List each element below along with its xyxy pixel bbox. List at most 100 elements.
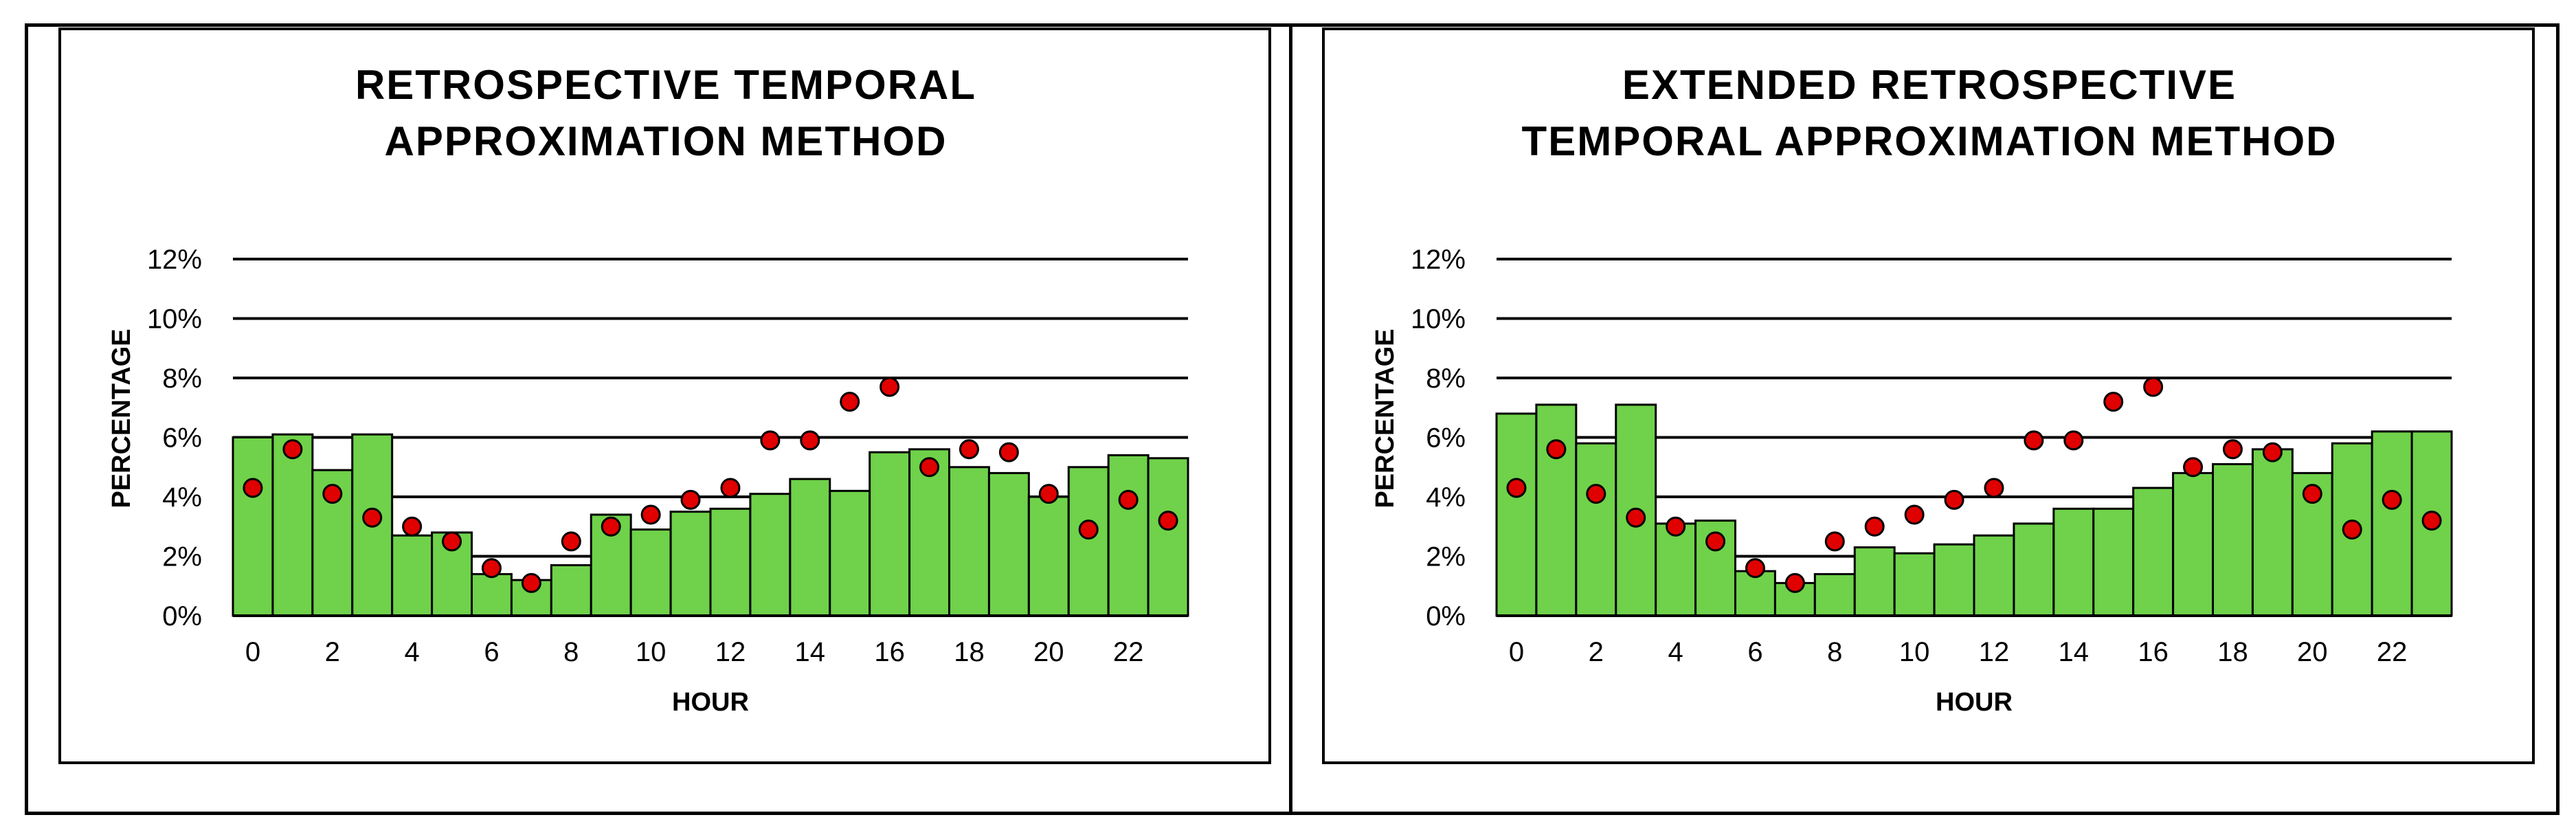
data-point <box>1546 439 1567 460</box>
x-tick-label: 22 <box>2377 637 2408 667</box>
x-tick-label: 10 <box>636 637 667 667</box>
data-point <box>561 531 581 552</box>
data-point <box>1864 516 1885 537</box>
bar <box>2013 522 2055 617</box>
data-point <box>2024 430 2044 451</box>
x-tick-label: 22 <box>1113 637 1144 667</box>
data-point <box>2063 430 2084 451</box>
y-tick-label: 0% <box>162 601 202 632</box>
x-tick-label: 10 <box>1899 637 1930 667</box>
y-tick-label: 12% <box>147 245 202 275</box>
y-tick-label: 6% <box>162 423 202 454</box>
bar <box>550 563 592 617</box>
x-tick-label: 0 <box>245 637 260 667</box>
bar <box>1933 543 1975 617</box>
bar <box>948 466 990 617</box>
bar <box>2172 471 2215 617</box>
data-point <box>2302 484 2322 504</box>
bar <box>669 511 712 617</box>
data-point <box>1586 484 1606 504</box>
bar <box>869 451 911 617</box>
bar <box>1734 570 1776 617</box>
data-point <box>2143 377 2164 397</box>
x-tick-label: 16 <box>2138 637 2169 667</box>
data-point <box>481 558 502 579</box>
x-tick-label: 16 <box>874 637 905 667</box>
data-point <box>243 478 263 498</box>
chart-title-line: TEMPORAL APPROXIMATION METHOD <box>1522 118 2338 164</box>
x-tick-label: 6 <box>1747 637 1762 667</box>
x-tick-label: 14 <box>2059 637 2090 667</box>
data-point <box>1944 489 1964 510</box>
data-point <box>1078 520 1099 540</box>
x-tick-label: 4 <box>405 637 420 667</box>
data-point <box>959 439 979 460</box>
x-tick-label: 0 <box>1509 637 1524 667</box>
chart-title-line: EXTENDED RETROSPECTIVE <box>1622 62 2237 108</box>
data-point <box>1506 478 1527 498</box>
data-point <box>2222 439 2243 460</box>
y-tick-label: 6% <box>1426 423 1466 454</box>
data-point <box>1784 572 1805 593</box>
y-axis-label: PERCENTAGE <box>107 328 136 508</box>
x-tick-label: 2 <box>325 637 340 667</box>
data-point <box>2342 520 2362 540</box>
data-point <box>282 439 303 460</box>
data-point <box>640 504 661 525</box>
x-tick-label: 4 <box>1668 637 1683 667</box>
data-point <box>1904 504 1925 525</box>
x-tick-label: 2 <box>1589 637 1604 667</box>
y-tick-label: 10% <box>1411 304 1466 335</box>
x-tick-label: 14 <box>795 637 826 667</box>
data-point <box>1984 478 2004 498</box>
bar <box>391 534 434 617</box>
bar <box>2251 448 2294 617</box>
bar <box>709 507 752 617</box>
data-point <box>402 516 423 537</box>
data-point <box>362 507 383 528</box>
data-point <box>521 572 541 593</box>
bar <box>1973 534 2015 617</box>
x-axis-label: HOUR <box>1936 688 2013 717</box>
data-point <box>800 430 820 451</box>
x-tick-label: 12 <box>1979 637 2010 667</box>
data-point <box>1158 511 1178 531</box>
bar <box>749 493 792 617</box>
bar <box>629 528 672 617</box>
y-tick-label: 0% <box>1426 601 1466 632</box>
y-tick-label: 10% <box>147 304 202 335</box>
bar <box>1495 412 1538 617</box>
bar <box>1655 522 1697 617</box>
x-tick-label: 18 <box>954 637 985 667</box>
data-point <box>840 392 860 412</box>
bar <box>2052 507 2095 617</box>
bar <box>829 489 871 617</box>
y-tick-label: 4% <box>162 482 202 513</box>
bar <box>1813 572 1856 617</box>
bar <box>1067 466 1110 617</box>
x-tick-label: 20 <box>1033 637 1064 667</box>
data-point <box>1118 489 1139 510</box>
data-point <box>1745 558 1765 579</box>
data-point <box>998 442 1019 462</box>
x-tick-label: 20 <box>2297 637 2328 667</box>
data-point <box>1824 531 1845 552</box>
x-tick-label: 12 <box>715 637 746 667</box>
bar <box>789 478 831 617</box>
y-tick-label: 2% <box>1426 542 1466 572</box>
bar <box>1107 454 1150 617</box>
x-axis-label: HOUR <box>672 688 749 717</box>
y-tick-label: 12% <box>1411 245 1466 275</box>
y-tick-label: 8% <box>1426 364 1466 394</box>
data-point <box>601 516 621 537</box>
data-point <box>2262 442 2283 462</box>
data-point <box>680 489 701 510</box>
bar <box>471 572 513 617</box>
bar <box>2132 487 2175 617</box>
x-tick-label: 18 <box>2217 637 2248 667</box>
chart-title-line: APPROXIMATION METHOD <box>385 118 948 164</box>
bar <box>1535 403 1578 617</box>
x-tick-label: 8 <box>1827 637 1842 667</box>
data-point <box>1666 516 1686 537</box>
data-point <box>2103 392 2124 412</box>
